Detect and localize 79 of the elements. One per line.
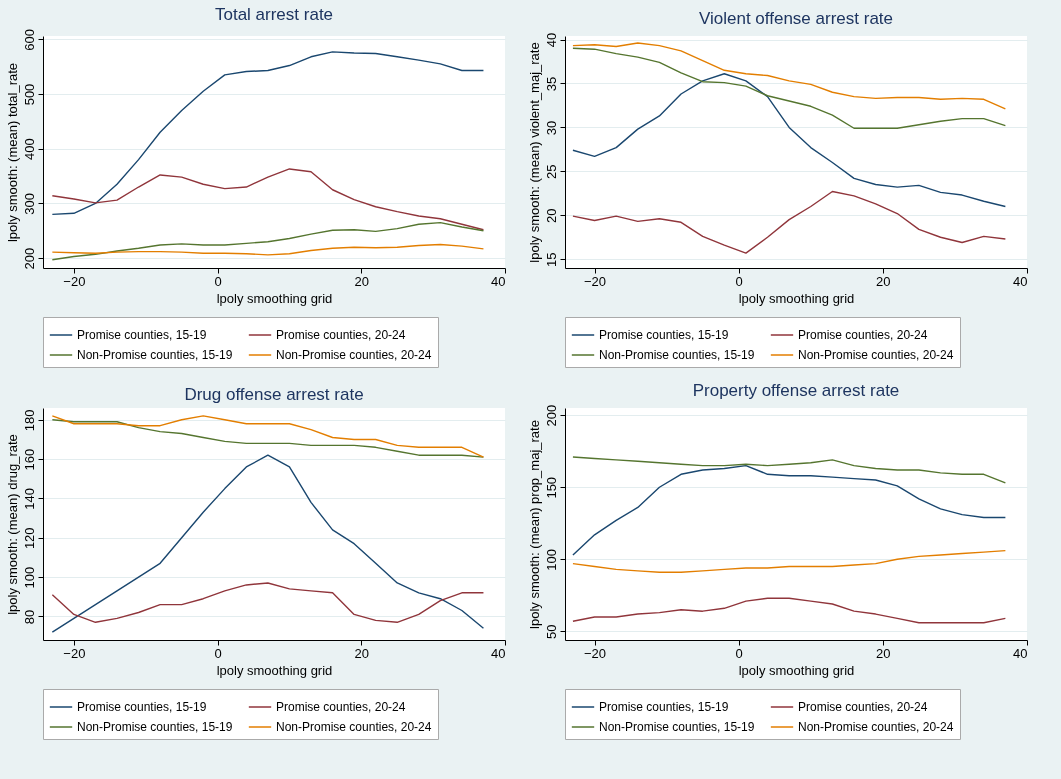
legend-label: Non-Promise counties, 15-19 [599,720,755,734]
legend-label: Non-Promise counties, 15-19 [77,720,233,734]
legend-label: Promise counties, 15-19 [599,328,729,342]
y-axis-title: lpoly smooth: (mean) total_rate [4,62,20,243]
x-tick-label: 0 [214,645,222,661]
y-tick-label: 100 [21,566,37,589]
y-tick-label: 30 [543,120,559,136]
x-tick-label: 0 [735,273,743,289]
x-tick-label: 20 [354,645,370,661]
y-tick-label: 200 [21,247,37,270]
line-series [51,221,485,261]
legend-label: Promise counties, 15-19 [599,700,729,714]
y-tick-label: 140 [21,488,37,510]
legend-label: Non-Promise counties, 20-24 [276,720,432,734]
x-axis-title: lpoly smoothing grid [738,662,855,678]
chart-title: Total arrest rate [214,5,334,25]
x-tick-label: 20 [876,645,891,661]
line-series [572,73,1007,208]
legend-label: Non-Promise counties, 20-24 [798,720,954,734]
y-axis-title: lpoly smooth: (mean) prop_maj_rate [526,420,542,629]
x-tick-label: −20 [584,273,607,289]
x-tick-label: −20 [584,645,607,661]
y-tick-label: 160 [21,448,37,471]
x-tick-label: 40 [491,273,506,289]
line-series [51,454,485,633]
x-tick-label: 40 [1013,273,1028,289]
chart-title: Drug offense arrest rate [184,385,364,404]
legend-label: Non-Promise counties, 20-24 [276,348,432,362]
x-axis-title: lpoly smoothing grid [738,290,855,306]
legend-label: Promise counties, 15-19 [77,328,207,342]
x-tick-label: 0 [735,645,743,661]
legend-label: Promise counties, 20-24 [276,328,406,342]
y-tick-label: 100 [543,548,559,571]
x-tick-label: −20 [63,645,86,661]
legend-label: Non-Promise counties, 15-19 [77,348,233,362]
line-series [51,51,485,216]
line-series [51,582,485,624]
line-series [572,47,1007,129]
x-axis-title: lpoly smoothing grid [216,662,333,678]
x-tick-label: 0 [214,273,222,289]
y-tick-label: 150 [543,476,559,499]
line-series [572,597,1007,624]
line-series [572,549,1007,573]
y-axis-title: lpoly smooth: (mean) violent_maj_rate [526,42,542,263]
y-tick-label: 120 [21,527,37,550]
x-tick-label: 40 [491,645,506,661]
line-series [572,42,1007,110]
x-tick-label: −20 [63,273,86,289]
y-tick-label: 35 [543,76,559,92]
legend-label: Promise counties, 20-24 [798,700,928,714]
y-tick-label: 180 [21,409,37,432]
chart-title: Property offense arrest rate [692,381,900,401]
y-tick-label: 400 [21,138,37,161]
x-axis-title: lpoly smoothing grid [216,290,333,306]
legend-label: Non-Promise counties, 20-24 [798,348,954,362]
x-tick-label: 40 [1013,645,1028,661]
y-tick-label: 50 [543,624,559,640]
line-series [572,456,1007,484]
legend-label: Promise counties, 20-24 [276,700,406,714]
line-series [572,464,1007,556]
legend-label: Promise counties, 20-24 [798,328,928,342]
chart-title: Violent offense arrest rate [698,9,894,29]
x-tick-label: 20 [354,273,370,289]
y-tick-label: 80 [21,609,37,625]
y-tick-label: 200 [543,404,559,427]
y-tick-label: 25 [543,164,559,180]
line-series [572,190,1007,254]
legend-label: Promise counties, 15-19 [77,700,207,714]
y-tick-label: 300 [21,193,37,215]
line-series [51,168,485,231]
legend-label: Non-Promise counties, 15-19 [599,348,755,362]
y-axis-title: lpoly smooth: (mean) drug_rate [4,434,20,615]
y-tick-label: 20 [543,208,559,224]
x-tick-label: 20 [876,273,891,289]
y-tick-label: 40 [543,32,559,48]
y-tick-label: 500 [21,83,37,106]
y-tick-label: 15 [543,252,559,267]
y-tick-label: 600 [21,28,37,51]
line-series [51,243,485,256]
